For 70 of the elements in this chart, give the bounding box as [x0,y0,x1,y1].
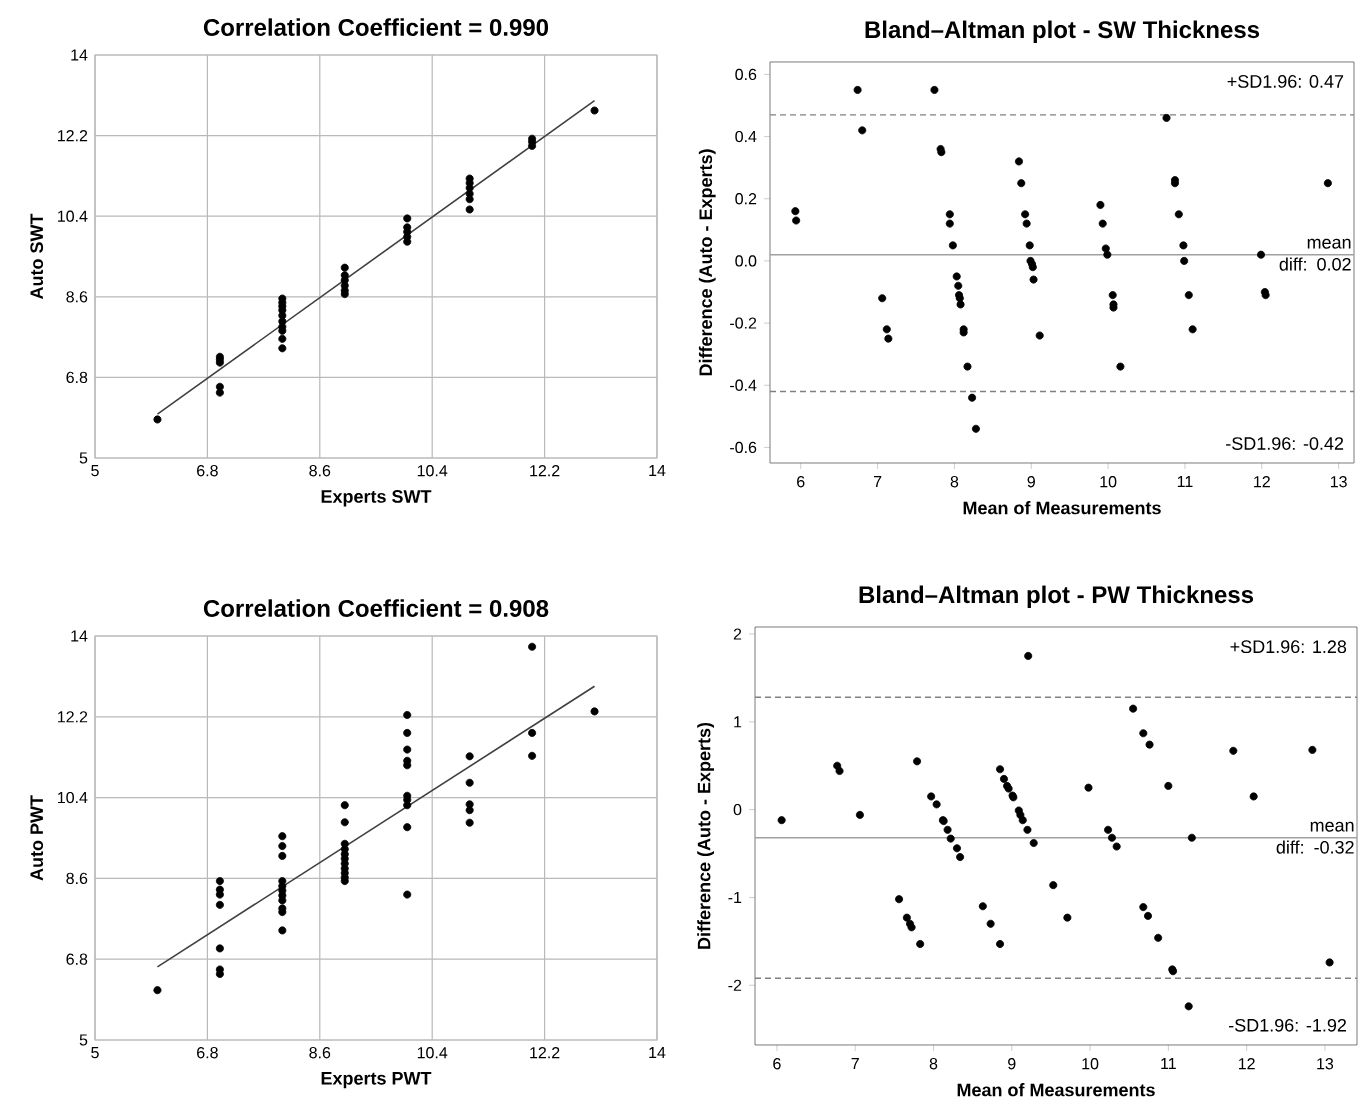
x-axis-title: Mean of Measurements [963,501,1161,515]
y-tick-label: 12.2 [58,711,88,723]
x-tick-label: 10 [1100,476,1117,488]
y-tick-label: 0.4 [735,130,757,143]
y-tick-label: 0.2 [735,193,757,205]
y-tick-label: 0.0 [735,255,757,267]
x-tick-label: 9 [1008,1058,1016,1070]
x-tick-label: 12 [1238,1058,1255,1070]
y-tick-label: 0.6 [735,68,757,81]
chart-title: Bland–Altman plot - PW Thickness [859,585,1254,608]
x-tick-label: 11 [1161,1058,1176,1070]
x-tick-label: 8 [950,476,959,488]
x-tick-label: 6 [773,1058,781,1070]
y-tick-label: -0.2 [730,317,757,329]
y-axis-title: Auto SWT [30,213,44,300]
x-tick-label: 14 [649,1047,666,1059]
x-tick-label: 9 [1027,476,1035,488]
y-tick-label: 10.4 [58,210,88,222]
y-axis-title: Auto PWT [30,795,44,881]
y-tick-label: 12.2 [58,130,88,142]
y-tick-label: 2 [733,628,742,640]
x-axis-title: Mean of Measurements [957,1083,1155,1097]
x-tick-label: 6.8 [197,1047,218,1059]
x-tick-label: 12.2 [530,465,560,477]
x-tick-label: 6 [797,476,805,488]
y-tick-label: 5 [79,1034,88,1046]
y-tick-label: 8.6 [66,291,88,303]
ref-line-label: -SD1.96: -0.42 [1226,437,1344,450]
x-tick-label: 14 [649,465,666,477]
x-tick-label: 8.6 [309,1047,331,1059]
x-tick-label: 5 [91,1047,99,1059]
x-tick-label: 7 [851,1058,859,1070]
y-tick-label: 1 [734,716,742,728]
x-tick-label: 10.4 [417,1047,448,1059]
y-tick-label: 6.8 [66,953,88,965]
y-tick-label: 6.8 [66,371,88,384]
x-axis-title: Experts PWT [321,1072,432,1089]
y-tick-label: 14 [71,49,88,61]
x-tick-label: 6.8 [197,465,218,477]
y-tick-label: 14 [71,630,88,642]
y-axis-title: Difference (Auto - Experts) [697,722,714,949]
y-tick-label: 0 [733,803,742,816]
ref-line-label: -SD1.96: -1.92 [1229,1018,1346,1032]
x-tick-label: 7 [873,476,882,488]
y-tick-label: -1 [728,891,742,903]
x-tick-label: 12.2 [530,1047,560,1059]
x-tick-label: 10.4 [417,465,448,477]
y-axis-title: Difference (Auto - Experts) [698,149,716,376]
y-tick-label: 8.6 [66,872,88,885]
ref-line-label: mean diff: 0.02 [1279,238,1351,271]
x-tick-label: 8.6 [309,465,331,477]
y-tick-label: -0.6 [730,441,757,454]
y-tick-label: 5 [79,452,88,464]
chart-title: Correlation Coefficient = 0.990 [203,18,549,36]
y-tick-label: -0.4 [730,379,757,391]
x-tick-label: 10 [1082,1058,1099,1070]
x-tick-label: 13 [1317,1058,1334,1070]
x-tick-label: 5 [91,465,99,477]
x-axis-title: Experts SWT [321,490,432,507]
y-tick-label: -2 [728,979,742,991]
x-tick-label: 12 [1254,476,1270,488]
chart-title: Bland–Altman plot - SW Thickness [865,20,1260,43]
x-tick-label: 11 [1177,476,1193,488]
ref-line-label: +SD1.96: 1.28 [1230,640,1347,654]
ref-line-label: +SD1.96: 0.47 [1227,75,1344,88]
chart-title: Correlation Coefficient = 0.908 [203,599,549,617]
ref-line-label: mean diff: -0.32 [1276,821,1354,854]
x-tick-label: 13 [1330,476,1347,488]
x-tick-label: 8 [929,1058,938,1070]
y-tick-label: 10.4 [58,791,88,804]
